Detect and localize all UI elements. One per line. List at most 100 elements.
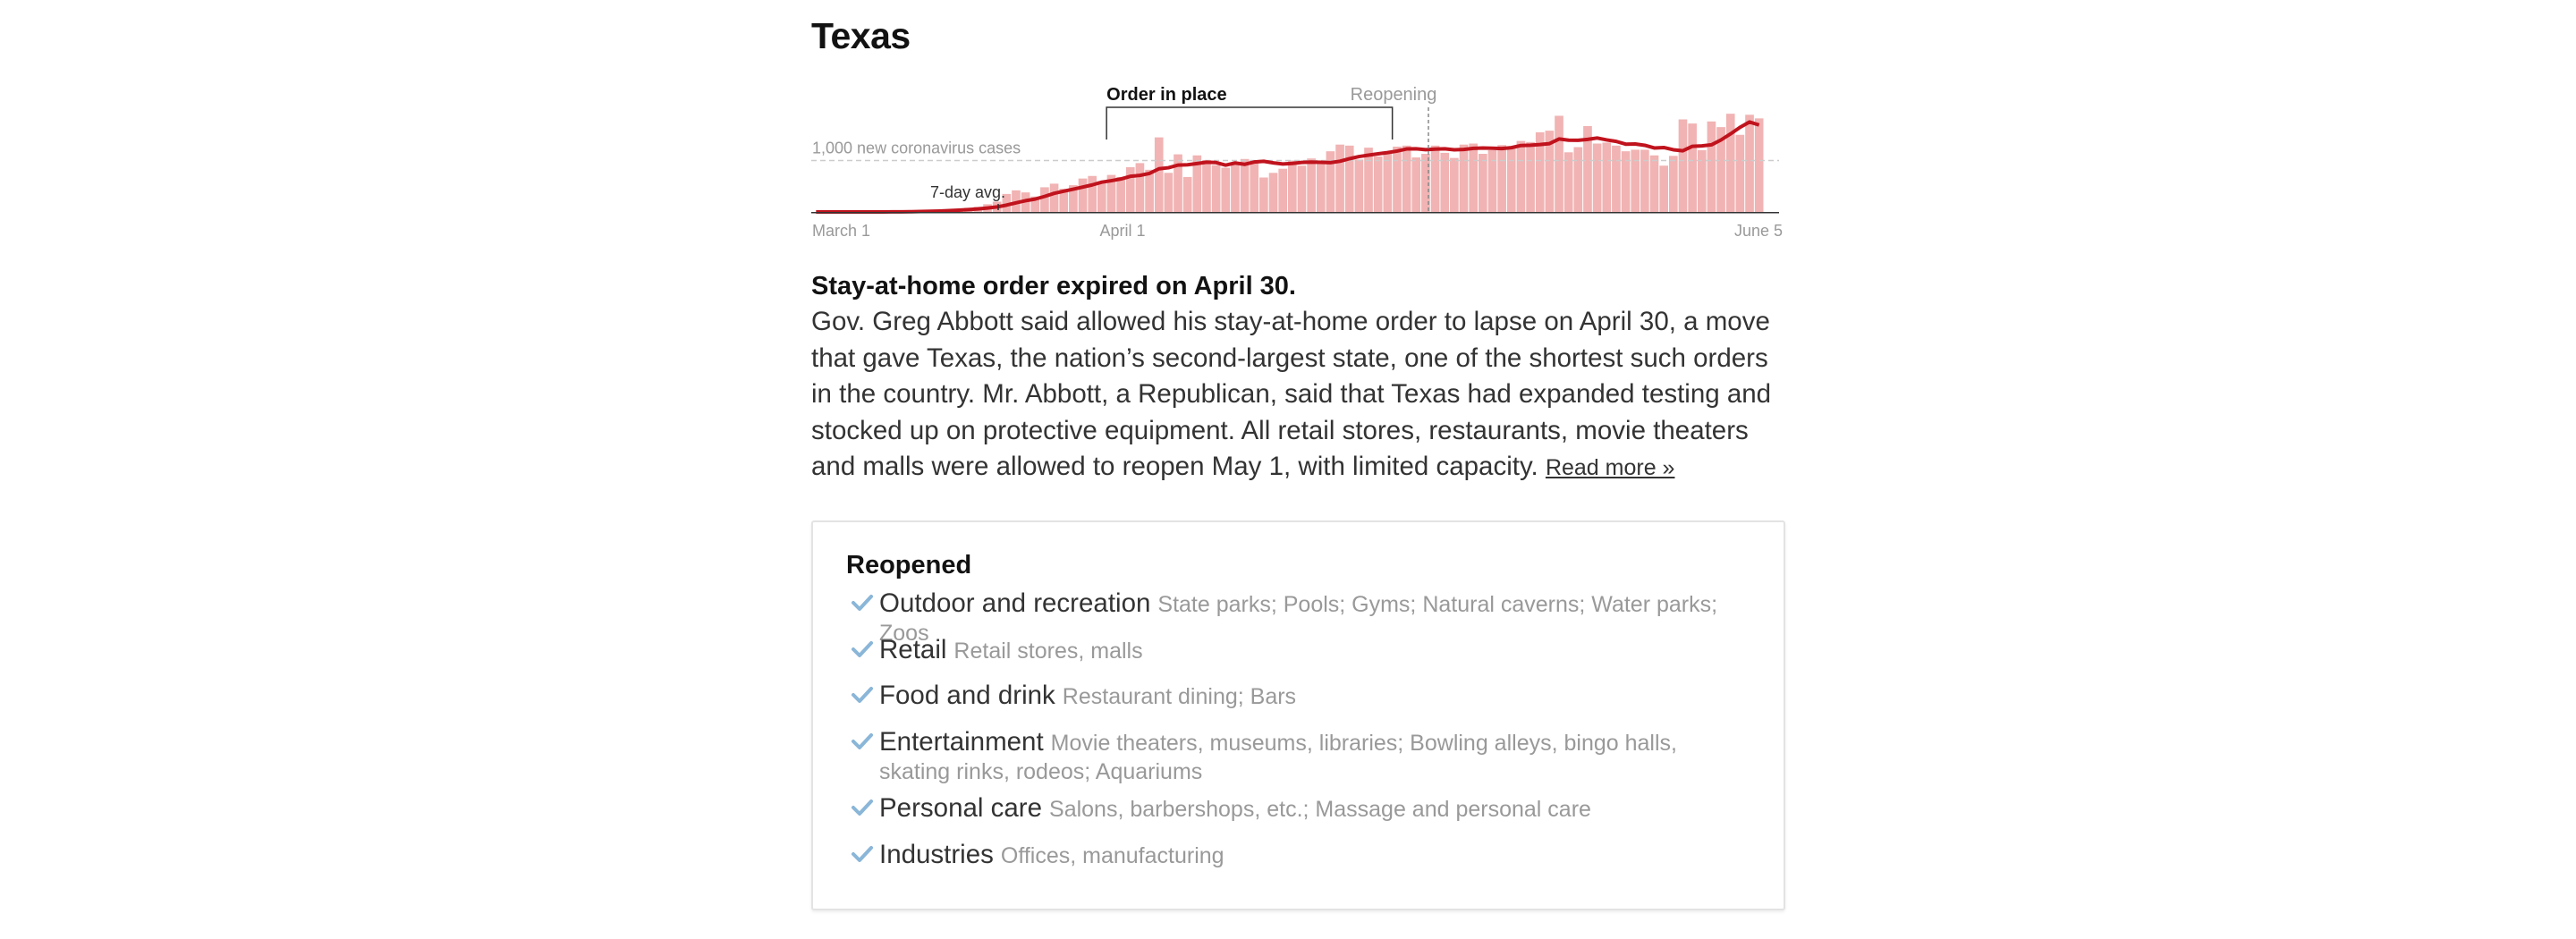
check-icon xyxy=(852,799,873,816)
case-bar xyxy=(1430,145,1440,212)
category-name: Food and drink xyxy=(879,681,1055,710)
case-bar xyxy=(1307,158,1316,212)
check-icon xyxy=(852,687,873,703)
read-more-link[interactable]: Read more » xyxy=(1545,455,1675,480)
case-bar xyxy=(1602,142,1612,213)
case-bar xyxy=(1278,168,1287,212)
order-in-place-bracket xyxy=(1106,106,1394,140)
case-bar xyxy=(1402,145,1411,212)
reopened-panel: Reopened Outdoor and recreation State par… xyxy=(811,520,1785,910)
case-bar xyxy=(1344,145,1354,212)
category-name: Personal care xyxy=(879,793,1043,823)
reopened-heading: Reopened xyxy=(846,551,972,579)
case-bar xyxy=(1621,151,1631,212)
case-bar xyxy=(1526,141,1535,212)
case-bar xyxy=(1125,166,1135,212)
case-bar xyxy=(1354,159,1364,212)
list-item: Industries Offices, manufacturing xyxy=(847,842,1750,872)
case-bar xyxy=(1078,178,1088,213)
case-bar xyxy=(1268,173,1278,212)
case-bar xyxy=(1335,144,1344,212)
list-item: Outdoor and recreation State parks; Pools… xyxy=(847,590,1750,649)
case-bar xyxy=(1250,160,1259,212)
cases-chart: 1,000 new coronavirus cases 7-day avg. O… xyxy=(811,85,1783,240)
check-icon xyxy=(852,595,873,611)
category-name: Retail xyxy=(879,635,947,664)
case-bar xyxy=(1202,159,1211,212)
case-bar xyxy=(1297,165,1307,212)
case-bar xyxy=(1497,145,1506,212)
case-bar xyxy=(1487,150,1497,212)
category-detail: Retail stores, malls xyxy=(953,639,1143,664)
order-body: Gov. Greg Abbott said allowed his stay-a… xyxy=(811,307,1772,481)
case-bar xyxy=(1535,131,1545,213)
case-bar xyxy=(1373,156,1383,212)
case-bar xyxy=(1735,134,1745,212)
case-bar xyxy=(1716,127,1725,213)
case-bar xyxy=(1678,119,1688,212)
list-item: Personal care Salons, barbershops, etc.; … xyxy=(847,795,1750,825)
case-bar xyxy=(1316,162,1326,212)
case-bar xyxy=(1231,163,1240,213)
reopening-label: Reopening xyxy=(1351,85,1437,105)
case-bar xyxy=(1088,175,1097,212)
case-bar xyxy=(1592,143,1602,212)
category-detail: Offices, manufacturing xyxy=(1000,843,1224,868)
case-bar xyxy=(1555,115,1563,212)
case-bar xyxy=(1192,155,1202,212)
case-bar xyxy=(1669,156,1678,212)
case-bar xyxy=(1221,167,1231,212)
case-bar xyxy=(1725,114,1735,212)
case-bar xyxy=(1583,125,1592,212)
case-bar xyxy=(1707,121,1716,212)
case-bar xyxy=(1659,165,1668,212)
case-bar xyxy=(1459,144,1469,212)
case-bar xyxy=(1116,176,1125,212)
case-bar xyxy=(1516,140,1526,212)
case-bar xyxy=(1411,157,1421,212)
case-bar xyxy=(1612,145,1621,212)
case-bar xyxy=(1440,152,1450,213)
case-bar xyxy=(1649,155,1659,212)
case-bar xyxy=(1469,143,1478,212)
case-bar xyxy=(1688,123,1697,212)
case-bar xyxy=(1211,165,1221,212)
case-bar xyxy=(1040,187,1049,212)
order-in-place-label: Order in place xyxy=(1106,85,1227,105)
state-title: Texas xyxy=(811,15,911,56)
case-bar xyxy=(1640,149,1649,212)
case-bar xyxy=(1450,157,1459,213)
case-bar xyxy=(1135,163,1145,213)
x-tick-march-1: March 1 xyxy=(812,222,870,240)
category-name: Entertainment xyxy=(879,727,1044,757)
case-bar xyxy=(1182,176,1192,212)
case-bar xyxy=(1754,118,1764,212)
case-bar xyxy=(1364,148,1373,213)
case-bar xyxy=(1240,158,1250,212)
check-icon xyxy=(852,641,873,657)
order-headline: Stay-at-home order expired on April 30. xyxy=(811,272,1296,300)
case-bar xyxy=(1573,147,1583,212)
daily-case-bars xyxy=(878,114,1764,213)
case-bar xyxy=(1049,183,1059,213)
case-bar xyxy=(1697,150,1707,212)
case-bar xyxy=(1745,114,1754,212)
category-detail: Movie theaters, museums, libraries; Bowl… xyxy=(879,731,1677,784)
seven-day-average-line xyxy=(816,120,1760,214)
case-bar xyxy=(1383,154,1393,212)
case-bar xyxy=(1506,148,1516,213)
case-bar xyxy=(1563,152,1573,212)
case-bar xyxy=(1326,151,1335,212)
case-bar xyxy=(1145,169,1154,212)
avg-label: 7-day avg. xyxy=(930,183,1005,201)
case-bar xyxy=(1479,154,1487,212)
case-bar xyxy=(1545,131,1555,212)
x-tick-june-5: June 5 xyxy=(1734,222,1783,240)
case-bar xyxy=(1393,146,1402,212)
case-bar xyxy=(1259,177,1268,212)
case-bar xyxy=(1288,160,1297,212)
case-bar xyxy=(1174,154,1182,212)
case-bar xyxy=(1631,149,1640,212)
list-item: Food and drink Restaurant dining; Bars xyxy=(847,682,1750,713)
list-item: Retail Retail stores, malls xyxy=(847,637,1750,667)
